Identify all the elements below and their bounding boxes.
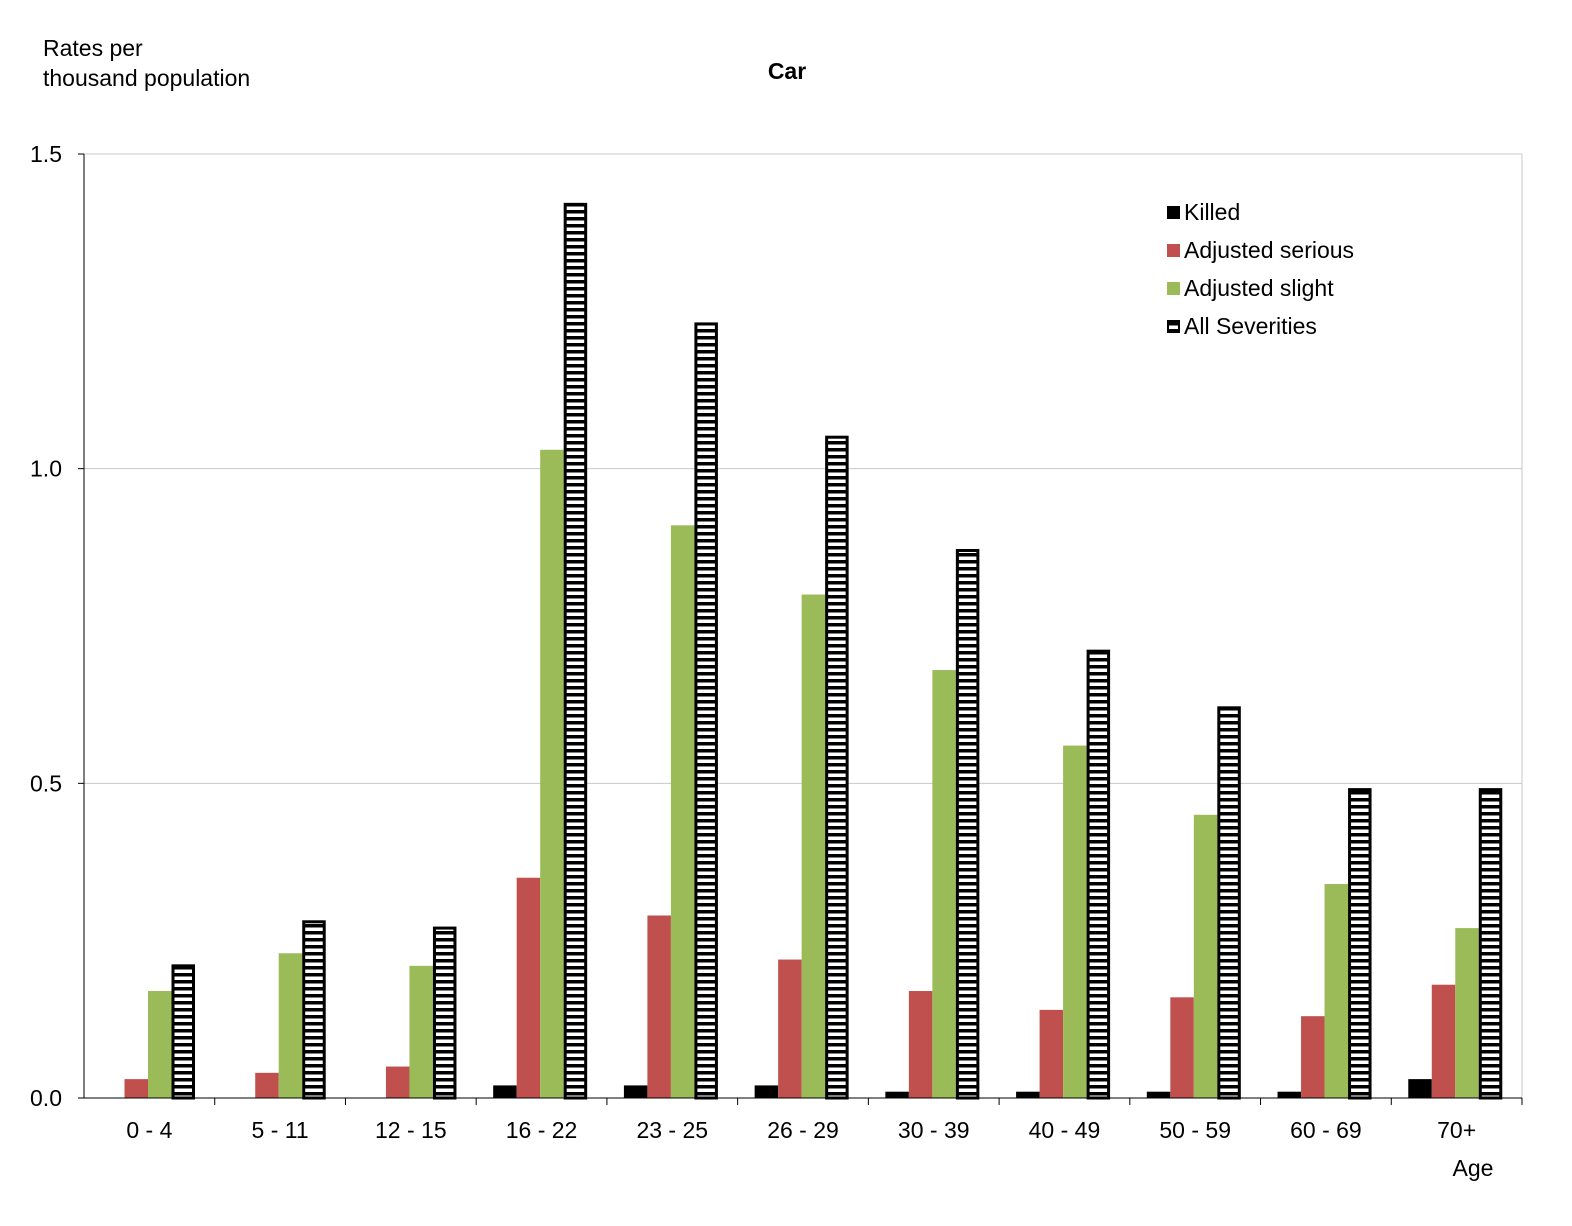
x-tick-label: 5 - 11	[252, 1117, 309, 1143]
legend-label: Adjusted serious	[1184, 237, 1354, 263]
bar-adjusted-serious	[124, 1079, 148, 1098]
bar-adjusted-serious	[1431, 984, 1456, 1098]
bar-all-severities	[302, 920, 326, 1100]
x-tick-label: 23 - 25	[636, 1117, 708, 1143]
bar-adjusted-serious	[647, 915, 671, 1098]
bar-killed	[754, 1085, 779, 1098]
bar-adjusted-slight	[278, 953, 303, 1098]
bar-killed	[1277, 1091, 1302, 1098]
y-tick-label: 1.5	[30, 141, 62, 167]
bar-all-severities	[955, 548, 980, 1100]
x-tick-label: 60 - 69	[1290, 1117, 1362, 1143]
bar-killed	[1146, 1091, 1171, 1098]
bar-killed	[1016, 1091, 1040, 1098]
x-tick-label: 12 - 15	[375, 1117, 447, 1143]
y-tick-label: 1.0	[30, 456, 62, 482]
x-tick-label: 0 - 4	[126, 1117, 172, 1143]
bar-adjusted-serious	[908, 991, 933, 1098]
bar-adjusted-serious	[516, 877, 541, 1098]
bar-killed	[1408, 1079, 1432, 1098]
bar-adjusted-serious	[778, 959, 802, 1098]
bar-all-severities	[1217, 706, 1241, 1100]
bar-adjusted-slight	[801, 594, 826, 1098]
bar-adjusted-serious	[1039, 1009, 1064, 1098]
x-tick-label: 16 - 22	[506, 1117, 578, 1143]
legend-swatch	[1167, 244, 1180, 257]
legend-swatch	[1167, 206, 1180, 219]
bar-all-severities	[563, 202, 588, 1100]
bar-adjusted-serious	[255, 1072, 279, 1098]
y-tick-label: 0.5	[30, 770, 62, 796]
bar-all-severities	[1348, 788, 1372, 1100]
y-axis-label-line2: thousand population	[43, 65, 250, 91]
bar-adjusted-slight	[1324, 884, 1349, 1098]
bar-killed	[623, 1085, 648, 1098]
legend-swatch	[1167, 282, 1180, 295]
bar-adjusted-slight	[1193, 814, 1218, 1098]
bar-adjusted-slight	[1063, 745, 1087, 1098]
legend-label: Killed	[1184, 199, 1240, 225]
bar-all-severities	[171, 964, 195, 1100]
legend-label: All Severities	[1184, 313, 1317, 339]
legend-swatch	[1167, 320, 1180, 333]
x-axis-label: Age	[1453, 1155, 1494, 1181]
bar-killed	[885, 1091, 909, 1098]
bar-all-severities	[694, 322, 718, 1100]
chart-title: Car	[768, 58, 806, 84]
y-tick-label: 0.0	[30, 1085, 62, 1111]
bar-adjusted-slight	[148, 991, 172, 1098]
bar-adjusted-slight	[540, 449, 564, 1099]
bar-adjusted-serious	[1170, 997, 1194, 1098]
x-tick-label: 30 - 39	[898, 1117, 970, 1143]
bar-adjusted-slight	[932, 670, 956, 1098]
bar-adjusted-slight	[1455, 928, 1479, 1098]
x-tick-label: 50 - 59	[1159, 1117, 1231, 1143]
bar-killed	[493, 1085, 517, 1098]
bar-adjusted-serious	[385, 1066, 410, 1098]
y-axis-label-line1: Rates per	[43, 35, 143, 61]
x-tick-label: 40 - 49	[1029, 1117, 1101, 1143]
bar-all-severities	[825, 435, 849, 1100]
legend-label: Adjusted slight	[1184, 275, 1334, 301]
x-tick-label: 26 - 29	[767, 1117, 839, 1143]
bar-all-severities	[1478, 788, 1503, 1100]
bar-all-severities	[1086, 649, 1111, 1100]
bar-adjusted-slight	[409, 965, 433, 1098]
bar-all-severities	[432, 926, 457, 1100]
x-tick-label: 70+	[1437, 1117, 1476, 1143]
bar-adjusted-serious	[1301, 1016, 1325, 1098]
bar-adjusted-slight	[670, 525, 695, 1098]
